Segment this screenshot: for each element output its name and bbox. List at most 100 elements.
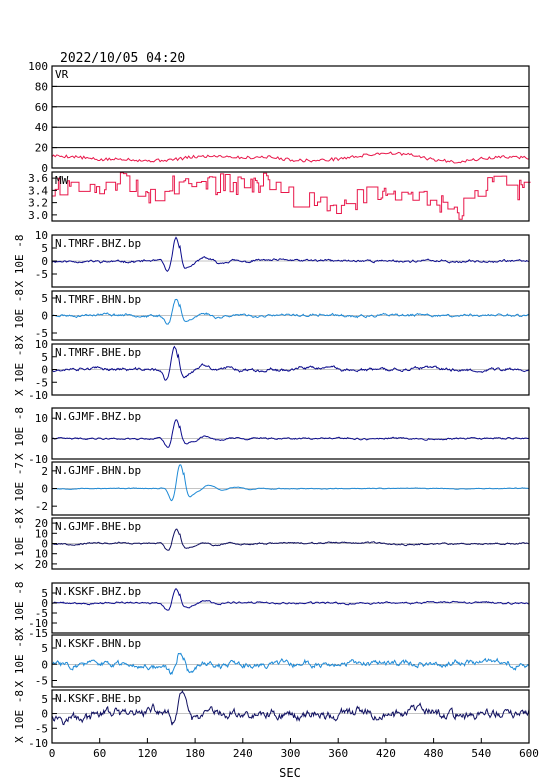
panel-label: MW xyxy=(55,174,69,187)
panel-6: 10 0 -10 N.GJMF.BHZ.bp X 10E -8 xyxy=(13,407,530,466)
y-tick-label: 100 xyxy=(28,60,48,73)
y-tick-label: -5 xyxy=(35,675,48,688)
panel-label: N.KSKF.BHN.bp xyxy=(55,637,141,650)
y-unit-label: X 10E -8 xyxy=(13,582,26,635)
y-tick-label: -10 xyxy=(28,617,48,630)
panel-4: 5 0 -5 N.TMRF.BHN.bp X 10E -8 xyxy=(13,289,530,342)
y-unit-label: X 10E -8 xyxy=(13,407,26,460)
x-tick-label: 360 xyxy=(328,747,348,760)
y-tick-label: 3.6 xyxy=(28,172,48,185)
x-tick-label: 120 xyxy=(137,747,157,760)
y-tick-label: 0 xyxy=(41,708,48,721)
y-unit-label: X 10E -8 xyxy=(13,289,26,342)
y-tick-label: 5 xyxy=(41,351,48,364)
series-trace xyxy=(51,298,530,325)
y-tick-label: 3.0 xyxy=(28,209,48,222)
y-tick-label: 0 xyxy=(41,538,48,551)
y-unit-label: X 10E -8 xyxy=(13,235,26,288)
y-tick-label: -5 xyxy=(35,268,48,281)
series-trace xyxy=(51,419,530,448)
y-tick-label: -15 xyxy=(28,627,48,640)
y-tick-label: -10 xyxy=(28,389,48,402)
y-unit-label: X 10E -8 xyxy=(13,635,26,688)
panel-frame xyxy=(51,634,530,688)
panel-frame xyxy=(51,65,530,169)
series-trace xyxy=(51,464,529,502)
y-tick-label: 0 xyxy=(41,162,48,175)
panel-1: 100 80 60 40 20 0 VR xyxy=(28,60,530,175)
x-axis: 0 60 120 180 240 300 360 420 480 540 600 xyxy=(49,738,539,760)
y-tick-label: 60 xyxy=(35,101,48,114)
series-trace xyxy=(51,236,530,273)
series-trace xyxy=(51,690,530,726)
x-tick-label: 420 xyxy=(376,747,396,760)
x-tick-label: 540 xyxy=(471,747,491,760)
series-trace xyxy=(52,172,531,220)
y-tick-label: 10 xyxy=(35,548,48,561)
y-unit-label: X 10E -7 xyxy=(13,462,26,515)
x-axis-label: SEC xyxy=(279,766,301,780)
panels-group: 100806040200VR3.63.43.23.0MW1050-5N.TMRF… xyxy=(13,60,531,750)
y-tick-label: -2 xyxy=(35,500,48,513)
header-datetime: 2022/10/05 04:20 xyxy=(60,51,185,66)
y-tick-label: 0 xyxy=(41,433,48,446)
y-tick-label: 40 xyxy=(35,121,48,134)
y-tick-label: 0 xyxy=(41,658,48,671)
y-unit-label: X 10E -8 xyxy=(13,343,26,396)
y-tick-label: -10 xyxy=(28,737,48,750)
y-tick-label: -10 xyxy=(28,453,48,466)
panel-10: 5 0 -5 N.KSKF.BHN.bp X 10E -8 xyxy=(13,634,530,688)
y-tick-label: 20 xyxy=(35,558,48,571)
panel-label: N.TMRF.BHN.bp xyxy=(55,293,141,306)
y-tick-label: 0 xyxy=(41,597,48,610)
x-tick-label: 180 xyxy=(185,747,205,760)
panel-frame xyxy=(51,171,530,222)
y-tick-label: 2 xyxy=(41,465,48,478)
panel-label: VR xyxy=(55,68,69,81)
y-tick-label: 5 xyxy=(41,292,48,305)
y-tick-label: -5 xyxy=(35,607,48,620)
panel-label: N.KSKF.BHZ.bp xyxy=(55,585,141,598)
y-tick-label: 10 xyxy=(35,527,48,540)
y-tick-label: 5 xyxy=(41,587,48,600)
y-tick-label: -5 xyxy=(35,376,48,389)
panel-label: N.TMRF.BHE.bp xyxy=(55,346,141,359)
y-tick-label: 10 xyxy=(35,412,48,425)
panel-frame xyxy=(51,407,530,460)
panel-11: 5 0-5 -10 N.KSKF.BHE.bp X 10E -8 xyxy=(13,689,530,750)
x-tick-label: 60 xyxy=(93,747,106,760)
y-unit-label: X 10E -8 xyxy=(13,690,26,743)
panel-2: 3.63.43.23.0 MW xyxy=(28,171,531,222)
y-tick-label: 5 xyxy=(41,642,48,655)
y-tick-label: 0 xyxy=(41,483,48,496)
x-tick-label: 240 xyxy=(233,747,253,760)
panel-label: N.GJMF.BHE.bp xyxy=(55,520,141,533)
y-tick-label: 80 xyxy=(35,80,48,93)
y-tick-label: 10 xyxy=(35,229,48,242)
y-tick-label: 10 xyxy=(35,338,48,351)
series-trace xyxy=(51,345,530,381)
x-tick-label: 0 xyxy=(49,747,56,760)
y-tick-label: 3.2 xyxy=(28,197,48,210)
series-trace xyxy=(51,652,530,676)
panel-label: N.GJMF.BHN.bp xyxy=(55,464,141,477)
panel-label: N.TMRF.BHZ.bp xyxy=(55,237,141,250)
y-unit-label: X 10E -8 xyxy=(13,517,26,570)
y-tick-label: 0 xyxy=(41,310,48,323)
panel-frame xyxy=(51,582,530,634)
panel-label: N.KSKF.BHE.bp xyxy=(55,692,141,705)
y-tick-label: 0 xyxy=(41,364,48,377)
panel-7: 2 0 -2 N.GJMF.BHN.bp X 10E -7 xyxy=(13,461,530,516)
y-tick-label: 5 xyxy=(41,693,48,706)
panel-label: N.GJMF.BHZ.bp xyxy=(55,410,141,423)
x-tick-label: 600 xyxy=(519,747,539,760)
y-tick-label: 0 xyxy=(41,255,48,268)
panel-9: 50-5-10-15 N.KSKF.BHZ.bp X 10E -8 xyxy=(13,582,530,640)
x-tick-label: 300 xyxy=(281,747,301,760)
series-trace xyxy=(51,588,530,611)
y-tick-label: -5 xyxy=(35,722,48,735)
x-tick-label: 480 xyxy=(424,747,444,760)
